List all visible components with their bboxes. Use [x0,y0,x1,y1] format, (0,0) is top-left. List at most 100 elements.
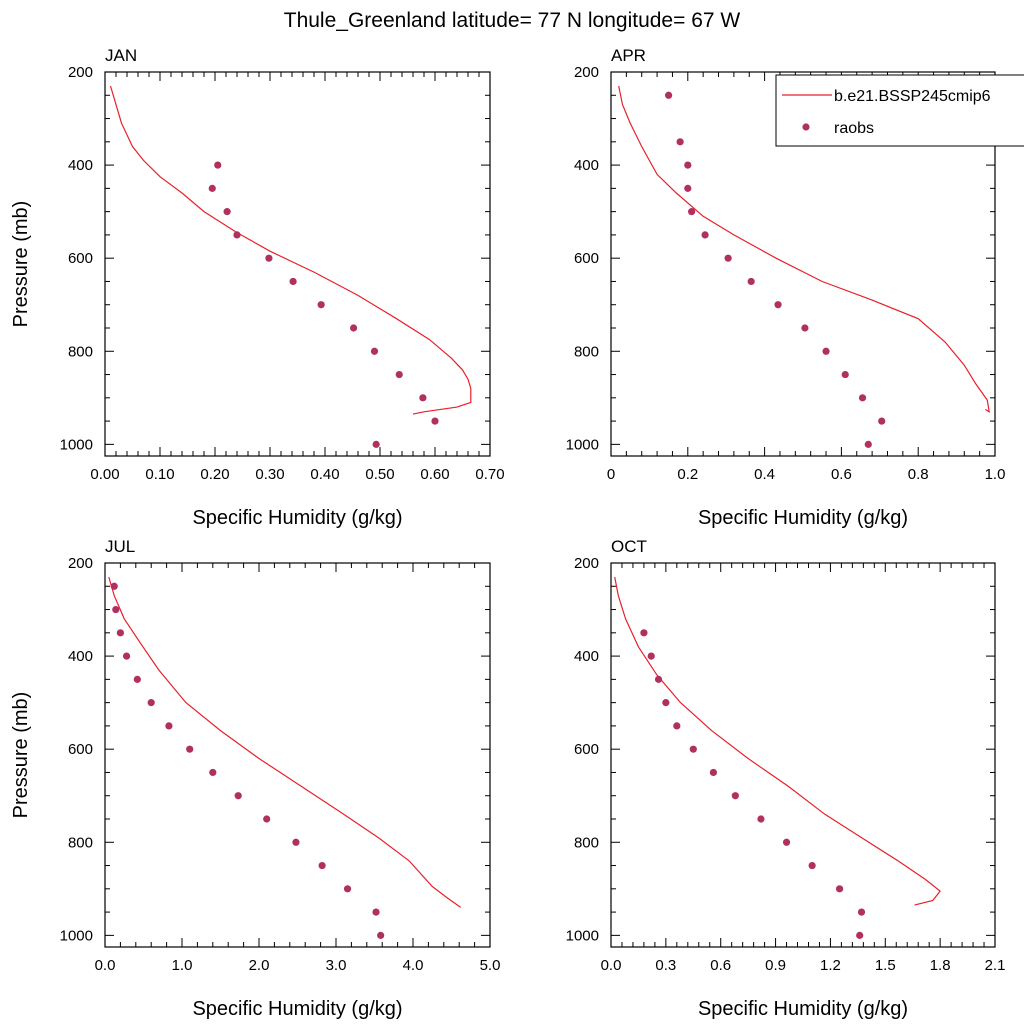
raobs-point [234,792,242,800]
raobs-point [841,370,849,379]
raobs-point [377,931,385,939]
raobs-point [864,440,872,448]
raobs-point [343,885,352,893]
raobs-point [757,815,765,823]
x-tick-label: 0.0 [601,957,622,974]
raobs-point [774,301,782,309]
legend-entry-raobs: raobs [834,120,874,137]
model-profile-line [614,576,941,906]
x-tick-label: 0.00 [90,466,119,483]
x-tick-label: 0.9 [765,957,786,974]
raobs-point [857,908,866,916]
plot-frame [104,562,491,948]
y-tick-label: 1000 [566,927,599,944]
plot-frame [610,71,996,457]
raobs-point [822,347,830,355]
x-tick-label: 0.30 [255,466,284,483]
x-tick-label: 0.6 [831,466,852,483]
panel-title: APR [611,46,646,65]
raobs-point [208,184,216,192]
raobs-point [223,208,231,216]
raobs-point [372,908,380,916]
y-tick-label: 600 [574,741,599,758]
y-tick-label: 200 [574,64,599,81]
raobs-point [165,722,173,730]
x-tick-label: 2.1 [985,957,1006,974]
panel-title: JAN [105,46,137,65]
y-tick-label: 400 [68,157,93,174]
panel-title: JUL [105,537,135,556]
model-profile-line [618,85,991,413]
raobs-point [747,277,755,286]
panel-oct: OCT 0.0 0.3 0.6 0.9 1.2 1.5 1.8 2.1 200 400 600 800 1… [566,537,1006,1020]
y-tick-label: 200 [68,64,93,81]
raobs-point [214,161,222,169]
raobs-point [122,652,131,660]
plot-frame [104,71,491,457]
x-axis-label: Specific Humidity (g/kg) [698,507,908,529]
raobs-point [289,277,297,286]
plot-frame [610,562,996,948]
model-profile-line [109,85,472,415]
legend-entry-model: b.e21.BSSP245cmip6 [834,88,991,105]
y-tick-label: 1000 [60,927,93,944]
x-tick-label: 4.0 [403,957,424,974]
x-tick-label: 0.2 [677,466,698,483]
raobs-point [186,745,194,753]
raobs-point [116,629,124,637]
raobs-point [654,675,663,683]
x-tick-label: 5.0 [480,957,501,974]
y-tick-label: 800 [68,343,93,360]
raobs-point [317,301,325,309]
raobs-point [133,675,141,683]
x-tick-label: 0.70 [475,466,504,483]
y-tick-label: 400 [68,648,93,665]
raobs-point [858,394,867,402]
raobs-point [431,417,439,425]
y-tick-label: 800 [68,834,93,851]
y-tick-label: 600 [68,250,93,267]
y-tick-label: 1000 [60,436,93,453]
raobs-point [684,184,692,192]
panel-jan: JAN 0.00 0.10 0.20 0.30 0.40 0.50 0.60 0.70 200 40… [10,46,505,529]
x-tick-label: 3.0 [326,957,347,974]
y-axis-label: Pressure (mb) [10,201,32,328]
x-tick-label: 1.0 [985,466,1006,483]
raobs-point [676,138,684,146]
raobs-point [233,231,241,239]
x-axis-label: Specific Humidity (g/kg) [192,998,402,1020]
raobs-point [835,885,844,893]
x-tick-label: 1.5 [875,957,896,974]
figure-title: Thule_Greenland latitude= 77 N longitude… [284,9,741,32]
raobs-point [782,838,791,846]
x-tick-label: 1.0 [172,957,193,974]
raobs-point [724,254,732,262]
y-tick-label: 600 [574,250,599,267]
x-axis-label: Specific Humidity (g/kg) [698,998,908,1020]
y-tick-label: 200 [68,555,93,572]
x-tick-label: 1.8 [930,957,951,974]
x-tick-label: 0.0 [95,957,116,974]
raobs-point [701,231,709,239]
raobs-point [292,838,300,846]
x-tick-label: 0.8 [908,466,929,483]
raobs-point [662,699,670,707]
legend: b.e21.BSSP245cmip6 raobs [775,74,1024,147]
raobs-point [647,652,655,660]
panel-title: OCT [611,537,647,556]
raobs-point [731,792,739,800]
raobs-point [370,347,379,355]
y-tick-label: 200 [574,555,599,572]
raobs-point [688,208,696,216]
x-tick-label: 0 [607,466,615,483]
raobs-point [318,861,326,870]
model-profile-line [108,576,462,908]
raobs-point [801,324,809,332]
y-tick-label: 400 [574,648,599,665]
raobs-point [878,417,886,425]
raobs-point [110,582,118,590]
legend-box [775,74,1024,147]
y-tick-label: 800 [574,343,599,360]
